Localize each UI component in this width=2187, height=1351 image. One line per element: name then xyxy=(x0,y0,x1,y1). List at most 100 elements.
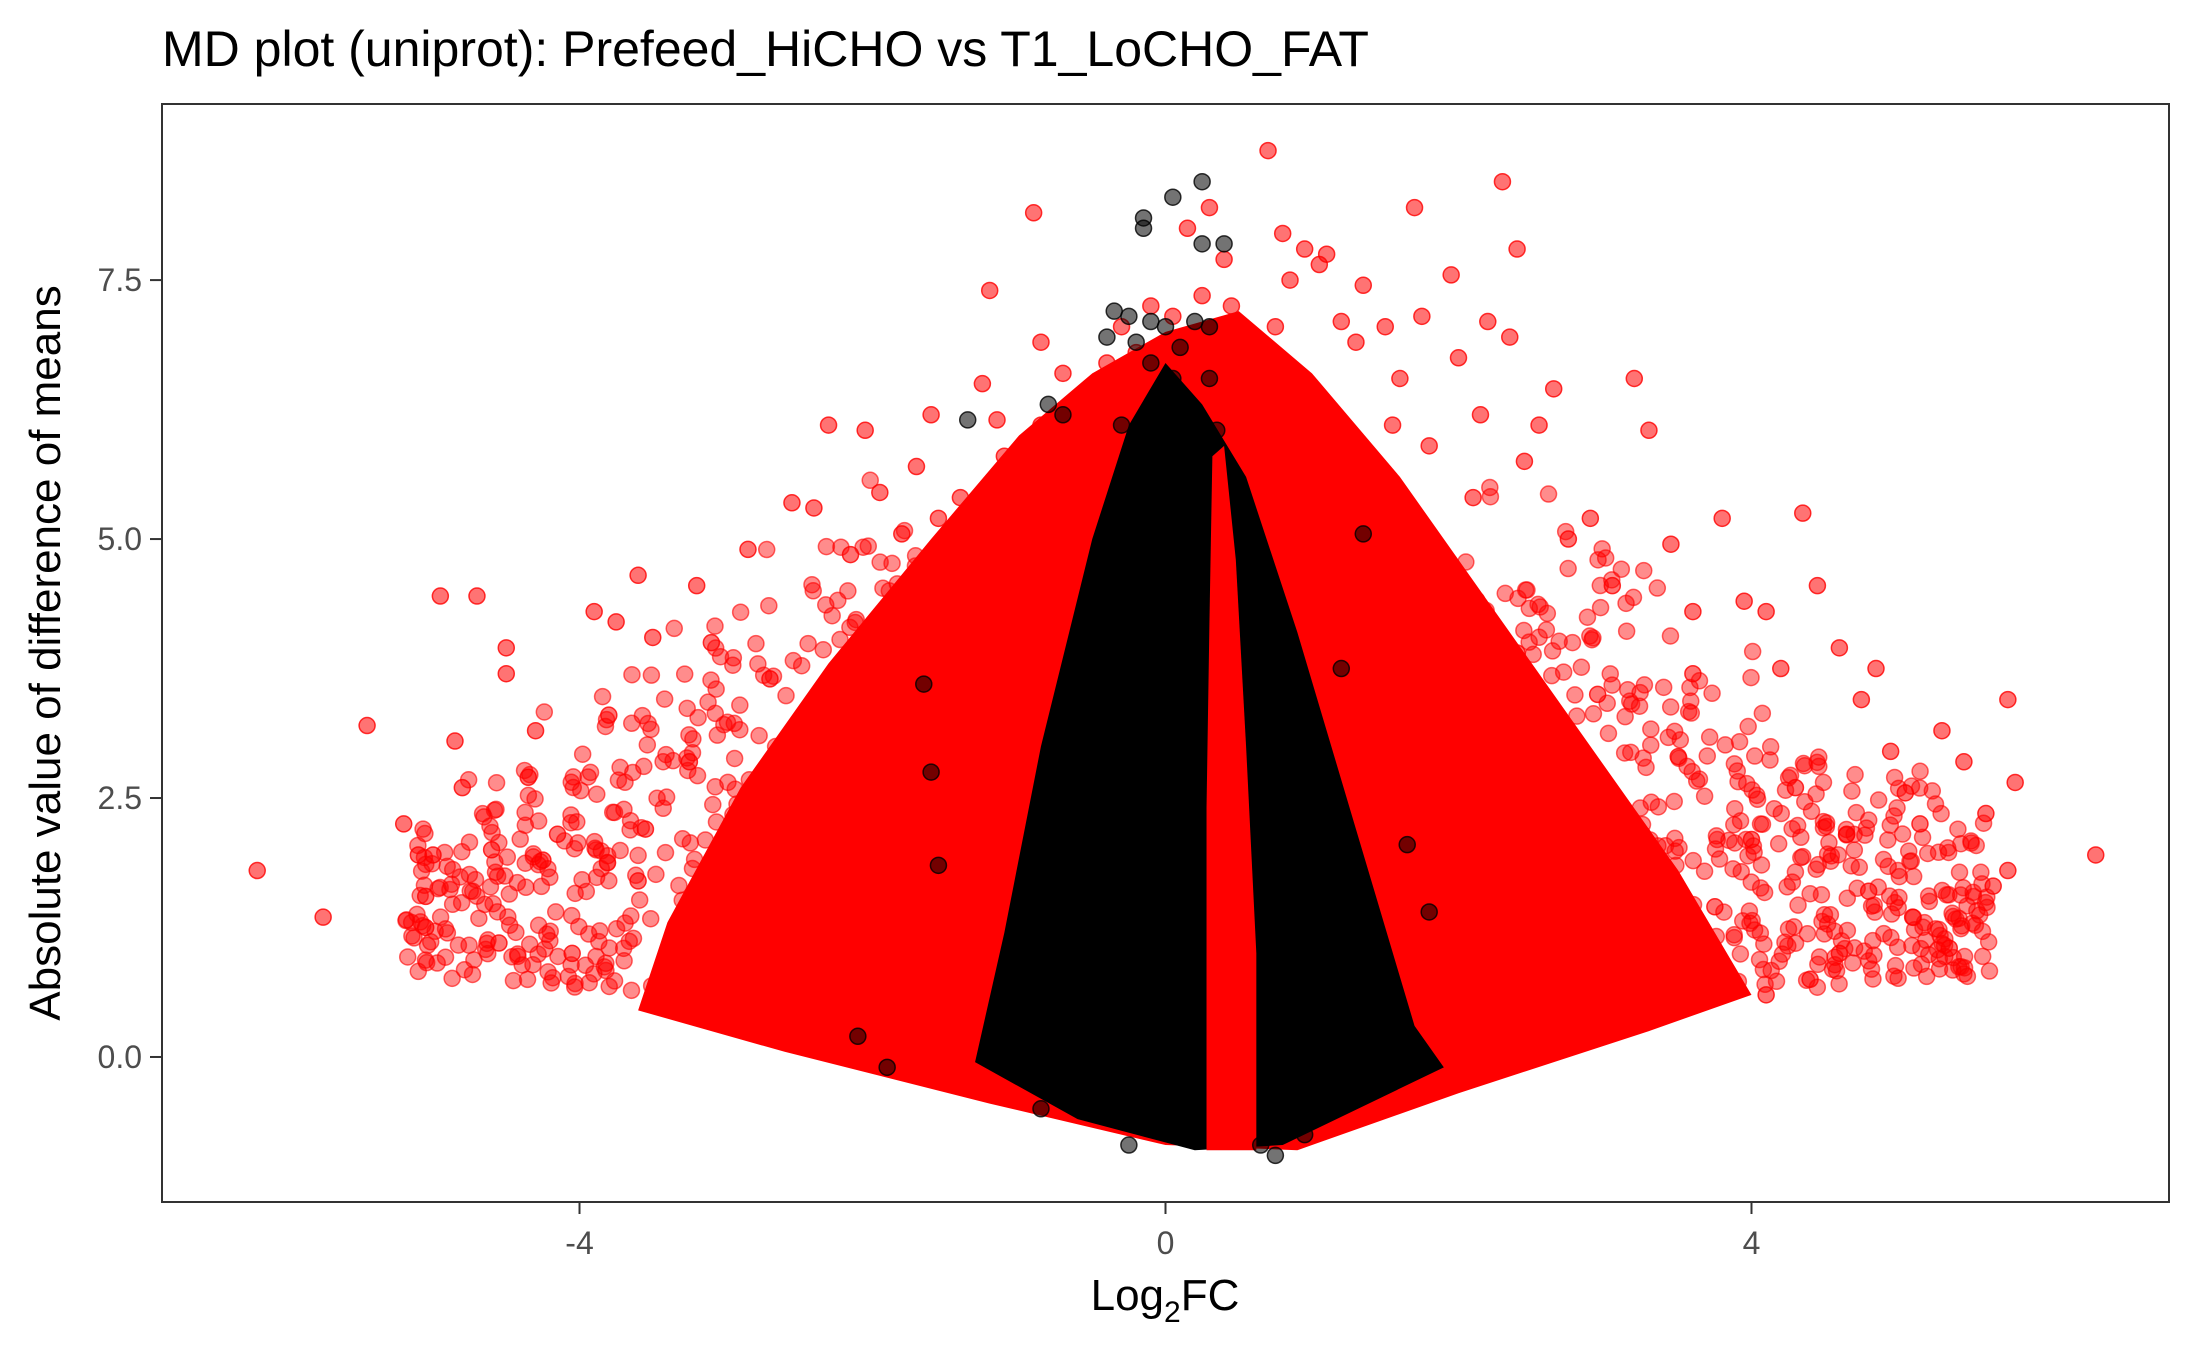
scatter-point-wing xyxy=(881,698,899,716)
scatter-point-wing xyxy=(1563,633,1582,652)
scatter-point xyxy=(1530,416,1548,434)
scatter-point-wing xyxy=(1566,686,1584,704)
scatter-point-wing xyxy=(1527,829,1545,847)
scatter-point xyxy=(1186,312,1204,331)
scatter-point-wing xyxy=(1845,841,1864,859)
scatter-point xyxy=(468,587,486,605)
scatter-point-wing xyxy=(1752,856,1771,874)
scatter-point-wing xyxy=(1725,928,1744,947)
scatter-point-wing xyxy=(905,582,923,601)
scatter-point-wing xyxy=(1554,663,1573,681)
scatter-point-wing xyxy=(803,575,821,594)
scatter-point xyxy=(1156,317,1175,336)
scatter-point-wing xyxy=(869,752,888,770)
scatter-point-wing xyxy=(704,795,722,814)
scatter-point xyxy=(1193,172,1211,191)
scatter-point-wing xyxy=(783,776,801,794)
scatter-point-wing xyxy=(826,845,845,863)
scatter-point xyxy=(600,706,618,724)
scatter-point-wing xyxy=(1516,721,1534,739)
x-axis-title-tail: FC xyxy=(1181,1271,1240,1320)
scatter-point-wing xyxy=(539,963,557,981)
scatter-point-wing xyxy=(1698,747,1717,765)
y-axis: 0.0 2.5 5.0 7.5 xyxy=(98,262,162,1075)
scatter-point-wing xyxy=(675,665,694,683)
scatter-point-wing xyxy=(740,952,758,971)
scatter-point xyxy=(1830,944,1849,963)
scatter-point-wing xyxy=(1952,917,1971,935)
scatter-point xyxy=(1757,986,1775,1004)
scatter-point-wing xyxy=(449,936,468,954)
scatter-point-wing xyxy=(1794,754,1813,773)
scatter-point-wing xyxy=(1496,584,1514,603)
scatter-point xyxy=(1032,333,1050,351)
scatter-point-wing xyxy=(706,704,725,723)
scatter-point-wing xyxy=(1899,842,1918,860)
scatter-point xyxy=(915,778,933,797)
scatter-point-wing xyxy=(1526,689,1544,707)
scatter-point-wing xyxy=(1459,719,1477,738)
scatter-point-wing xyxy=(840,946,859,964)
scatter-point-wing xyxy=(1496,873,1515,891)
scatter-point-wing xyxy=(1524,675,1543,693)
y-tick-label: 7.5 xyxy=(98,262,142,298)
scatter-point-wing xyxy=(1954,879,1972,897)
scatter-point xyxy=(1142,312,1160,331)
scatter-point-wing xyxy=(398,948,417,966)
scatter-point-wing xyxy=(1550,780,1569,798)
scatter-point-wing xyxy=(1814,812,1833,831)
scatter-point-wing xyxy=(1911,762,1929,781)
scatter-point xyxy=(1376,317,1394,336)
scatter-point-wing xyxy=(1674,973,1693,991)
scatter-point xyxy=(1757,602,1775,621)
scatter-point-wing xyxy=(829,591,847,610)
scatter-point-wing xyxy=(1952,834,1970,853)
scatter-point-wing xyxy=(1499,729,1518,747)
scatter-point xyxy=(1544,380,1563,398)
scatter-point-wing xyxy=(1802,802,1821,821)
x-axis-title-main: Log xyxy=(1091,1271,1164,1320)
scatter-point-wing xyxy=(642,977,661,995)
scatter-point-wing xyxy=(806,858,825,876)
scatter-point-wing xyxy=(1709,963,1728,981)
scatter-point-wing xyxy=(1716,736,1735,754)
scatter-point-wing xyxy=(484,894,502,913)
scatter-point-wing xyxy=(516,854,535,872)
scatter-point xyxy=(248,861,266,880)
scatter-point xyxy=(1164,369,1182,388)
scatter-point-wing xyxy=(831,630,849,649)
scatter-point-wing xyxy=(1596,549,1615,567)
scatter-point xyxy=(1193,286,1211,305)
chart-title: MD plot (uniprot): Prefeed_HiCHO vs T1_L… xyxy=(162,21,1369,77)
scatter-point xyxy=(1068,426,1087,445)
scatter-point-wing xyxy=(673,891,691,909)
scatter-point xyxy=(1588,685,1607,704)
scatter-point-wing xyxy=(1952,958,1970,976)
scatter-point-wing xyxy=(1857,819,1876,837)
scatter-point-wing xyxy=(519,786,538,805)
scatter-point-wing xyxy=(1630,697,1649,715)
scatter-point xyxy=(1024,204,1043,222)
scatter-point-wing xyxy=(860,963,879,982)
scatter-point-wing xyxy=(899,853,918,871)
scatter-point xyxy=(1134,219,1153,238)
scatter-point-wing xyxy=(670,876,688,895)
scatter-point xyxy=(687,576,706,595)
scatter-point-wing xyxy=(1654,678,1673,697)
scatter-point-wing xyxy=(1765,799,1783,818)
scatter-point-wing xyxy=(814,704,833,722)
scatter-point-wing xyxy=(702,671,720,689)
scatter-point-wing xyxy=(1483,789,1501,807)
scatter-point-wing xyxy=(1732,862,1750,881)
scatter-point-wing xyxy=(875,774,893,792)
scatter-point-wing xyxy=(1707,927,1726,946)
scatter-point-wing xyxy=(1753,815,1772,833)
scatter-point-wing xyxy=(443,969,461,988)
scatter-point xyxy=(1808,576,1827,595)
scatter-point-wing xyxy=(678,699,696,718)
scatter-point xyxy=(2087,846,2105,864)
scatter-point-wing xyxy=(535,703,554,721)
scatter-point-wing xyxy=(1830,975,1848,993)
scatter-point-wing xyxy=(1684,851,1702,870)
scatter-point xyxy=(607,613,625,631)
